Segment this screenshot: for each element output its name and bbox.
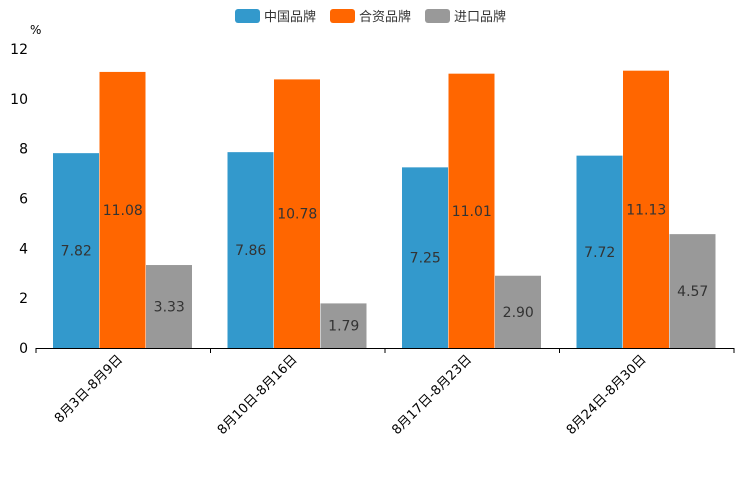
bar-1-2 [227,152,274,348]
x-category-label-2: 8月10日-8月16日 [215,352,301,438]
bar-2-4 [623,70,669,349]
y-tick-label: 0 [19,341,28,357]
legend-swatch-2 [330,9,355,23]
legend-label-2: 合资品牌 [359,9,411,25]
bar-2-2 [274,79,320,349]
y-axis-unit-label: % [30,23,41,37]
y-tick-label: 12 [10,42,28,58]
y-tick-label: 10 [10,92,28,108]
data-label-1-4: 7.72 [584,245,615,261]
y-axis: 0 2 4 6 8 10 12 [10,42,28,357]
data-label-2-4: 11.13 [626,202,666,218]
data-label-1-2: 7.86 [235,243,266,259]
bar-3-1 [146,265,192,348]
x-axis: 8月3日-8月9日 8月10日-8月16日 8月17日-8月23日 8月24日-8月3… [35,348,735,438]
data-label-3-1: 3.33 [154,300,185,316]
bar-2-1 [99,71,146,348]
data-label-2-3: 11.01 [452,204,492,220]
y-tick-label: 8 [19,142,28,158]
legend-swatch-1 [235,9,260,23]
data-label-2-1: 11.08 [103,203,143,219]
x-category-label-4: 8月24日-8月30日 [564,352,650,438]
legend-label-1: 中国品牌 [264,9,316,25]
bar-1-3 [402,167,448,348]
y-tick-label: 4 [19,241,28,257]
legend: 中国品牌 合资品牌 进口品牌 [235,9,506,25]
data-labels: 7.82 11.08 3.33 7.86 10.78 1.79 7.25 11.01 2.90 7… [61,202,709,334]
data-label-2-2: 10.78 [277,207,317,223]
legend-label-3: 进口品牌 [454,9,506,25]
bar-2-3 [448,73,495,348]
bar-1-1 [53,153,99,348]
bars [53,70,716,349]
x-category-label-1: 8月3日-8月9日 [52,352,126,426]
data-label-3-3: 2.90 [503,305,534,321]
legend-swatch-3 [425,9,450,23]
y-tick-label: 6 [19,192,28,208]
x-category-label-3: 8月17日-8月23日 [389,352,475,438]
bar-3-2 [320,303,367,348]
bar-3-3 [495,275,541,348]
data-label-3-2: 1.79 [328,319,359,335]
data-label-3-4: 4.57 [677,284,708,300]
y-tick-label: 2 [19,291,28,307]
bar-3-4 [669,234,716,348]
data-label-1-1: 7.82 [61,244,92,260]
bar-1-4 [576,155,623,348]
data-label-1-3: 7.25 [410,251,441,267]
